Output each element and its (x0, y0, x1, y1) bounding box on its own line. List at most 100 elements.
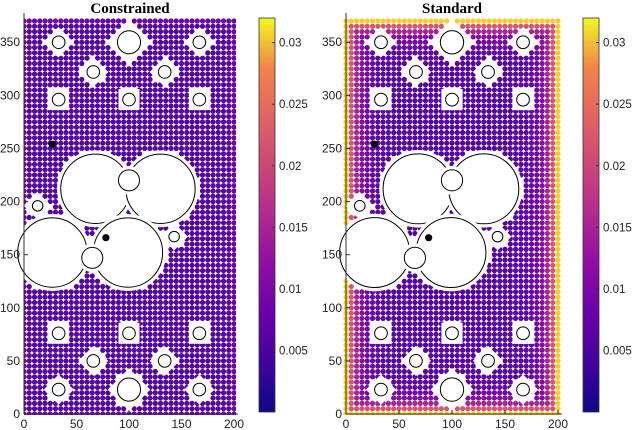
node-point (507, 379, 513, 385)
node-point (539, 103, 545, 109)
node-point (391, 50, 397, 56)
node-point (364, 18, 370, 24)
node-point (380, 151, 386, 157)
node-point (31, 400, 38, 406)
node-point (422, 124, 429, 130)
node-point (428, 50, 434, 56)
node-point (465, 23, 471, 29)
node-point (37, 50, 43, 56)
node-point (502, 76, 508, 83)
node-point (105, 76, 111, 83)
node-point (31, 352, 38, 359)
node-point (407, 278, 413, 284)
node-point (534, 113, 540, 120)
node-point (231, 50, 236, 56)
node-point (481, 103, 487, 109)
node-point (37, 384, 43, 391)
node-point (110, 368, 116, 375)
node-point (391, 76, 397, 83)
node-point (534, 82, 540, 88)
node-point (215, 273, 221, 279)
node-point (518, 204, 524, 210)
node-point (184, 310, 190, 316)
node-point (73, 135, 80, 141)
node-point (454, 145, 460, 152)
hole-boundary (86, 65, 101, 79)
hole-boundary (116, 30, 142, 55)
node-point (79, 76, 85, 83)
node-point (205, 347, 211, 353)
node-point (539, 108, 545, 114)
node-point (391, 347, 397, 353)
node-point (205, 167, 211, 173)
node-point (94, 119, 101, 125)
node-point (226, 294, 232, 300)
node-point (105, 98, 111, 104)
node-point (544, 337, 551, 343)
node-point (47, 161, 53, 167)
node-point (26, 395, 32, 401)
node-point (152, 331, 158, 337)
node-point (178, 34, 185, 40)
node-point (147, 50, 153, 56)
node-point (470, 55, 476, 61)
node-point (152, 29, 158, 35)
node-point (100, 379, 106, 385)
node-point (412, 289, 418, 295)
node-point (359, 363, 365, 369)
node-point (460, 363, 466, 369)
node-point (359, 299, 365, 306)
node-point (422, 23, 429, 29)
node-point (380, 363, 386, 369)
node-point (199, 161, 206, 167)
node-point (375, 156, 381, 162)
node-point (226, 268, 232, 274)
node-point (407, 315, 413, 322)
node-point (136, 363, 143, 369)
node-point (220, 220, 227, 226)
node-point (168, 384, 174, 391)
node-point (544, 395, 551, 401)
node-point (89, 98, 95, 104)
node-point (391, 151, 397, 157)
node-point (348, 193, 354, 199)
node-point (481, 135, 487, 141)
node-point (369, 55, 376, 61)
node-point (486, 34, 492, 40)
node-point (147, 331, 153, 337)
node-point (84, 135, 90, 141)
node-point (555, 172, 561, 178)
node-point (110, 395, 116, 401)
node-point (157, 342, 164, 348)
node-point (481, 337, 487, 343)
node-point (460, 23, 466, 29)
node-point (94, 406, 101, 412)
node-point (199, 82, 206, 88)
node-point (37, 347, 43, 353)
node-point (465, 82, 471, 88)
node-point (68, 406, 74, 412)
node-point (555, 198, 561, 205)
node-point (475, 82, 482, 88)
node-point (422, 92, 429, 98)
node-point (555, 299, 561, 306)
node-point (68, 145, 74, 152)
node-point (231, 268, 236, 274)
node-point (550, 103, 556, 109)
node-point (555, 337, 561, 343)
node-point (539, 337, 545, 343)
node-point (126, 352, 132, 359)
node-point (157, 129, 164, 136)
node-point (215, 220, 221, 226)
node-point (518, 145, 524, 152)
node-point (194, 161, 200, 167)
node-point (396, 119, 402, 125)
node-point (26, 315, 32, 322)
node-point (26, 183, 32, 189)
node-point (364, 119, 370, 125)
node-point (502, 358, 508, 364)
node-point (199, 193, 206, 199)
node-point (73, 326, 80, 332)
node-point (428, 129, 434, 136)
node-point (73, 113, 80, 120)
